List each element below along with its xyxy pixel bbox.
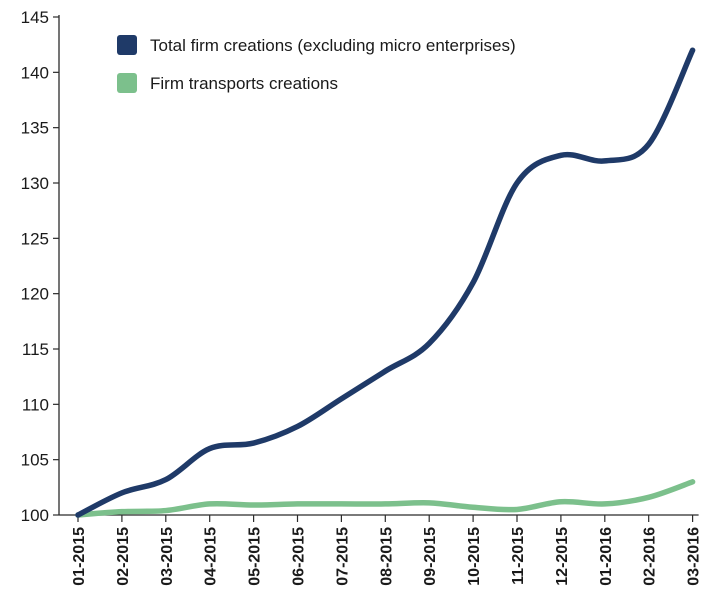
x-tick-label: 11-2015	[510, 527, 527, 585]
y-tick-label: 120	[21, 285, 49, 304]
legend-swatch-total-firm-creations	[117, 35, 137, 55]
x-tick-label: 09-2015	[422, 527, 439, 586]
legend-label-total-firm-creations: Total firm creations (excluding micro en…	[150, 36, 516, 55]
y-tick-label: 110	[22, 395, 49, 414]
y-tick-label: 130	[21, 174, 49, 193]
x-axis-ticks: 01-2015 02-2015 03-2015 04-2015 05-2015 06-20…	[71, 515, 703, 586]
x-tick-label: 01-2015	[71, 527, 88, 586]
x-tick-label: 03-2015	[159, 527, 176, 586]
x-tick-label: 07-2015	[334, 527, 351, 586]
y-tick-label: 145	[21, 8, 49, 27]
x-tick-label: 04-2015	[203, 527, 220, 586]
series-line-total-firm-creations	[75, 47, 696, 518]
series-line-firm-transports-creations	[75, 479, 696, 518]
x-tick-label: 03-2016	[686, 527, 703, 586]
x-tick-label: 10-2015	[466, 527, 483, 586]
y-tick-label: 140	[21, 63, 49, 82]
y-axis-ticks: 100 105 110 115 120 125 130 135 140 145	[21, 8, 59, 525]
y-tick-label: 135	[21, 119, 49, 138]
y-tick-label: 115	[22, 340, 49, 359]
x-tick-label: 08-2015	[378, 527, 395, 586]
x-tick-label: 05-2015	[247, 527, 264, 586]
x-tick-label: 02-2015	[115, 527, 132, 586]
legend: Total firm creations (excluding micro en…	[117, 35, 516, 93]
y-tick-label: 125	[21, 229, 49, 248]
series-lines	[75, 47, 696, 518]
legend-label-firm-transports-creations: Firm transports creations	[150, 74, 338, 93]
legend-swatch-firm-transports-creations	[117, 73, 137, 93]
x-tick-label: 06-2015	[291, 527, 308, 586]
x-tick-label: 01-2016	[598, 527, 615, 586]
x-tick-label: 02-2016	[642, 527, 659, 586]
y-tick-label: 105	[21, 451, 49, 470]
x-tick-label: 12-2015	[554, 527, 571, 586]
y-tick-label: 100	[21, 506, 49, 525]
